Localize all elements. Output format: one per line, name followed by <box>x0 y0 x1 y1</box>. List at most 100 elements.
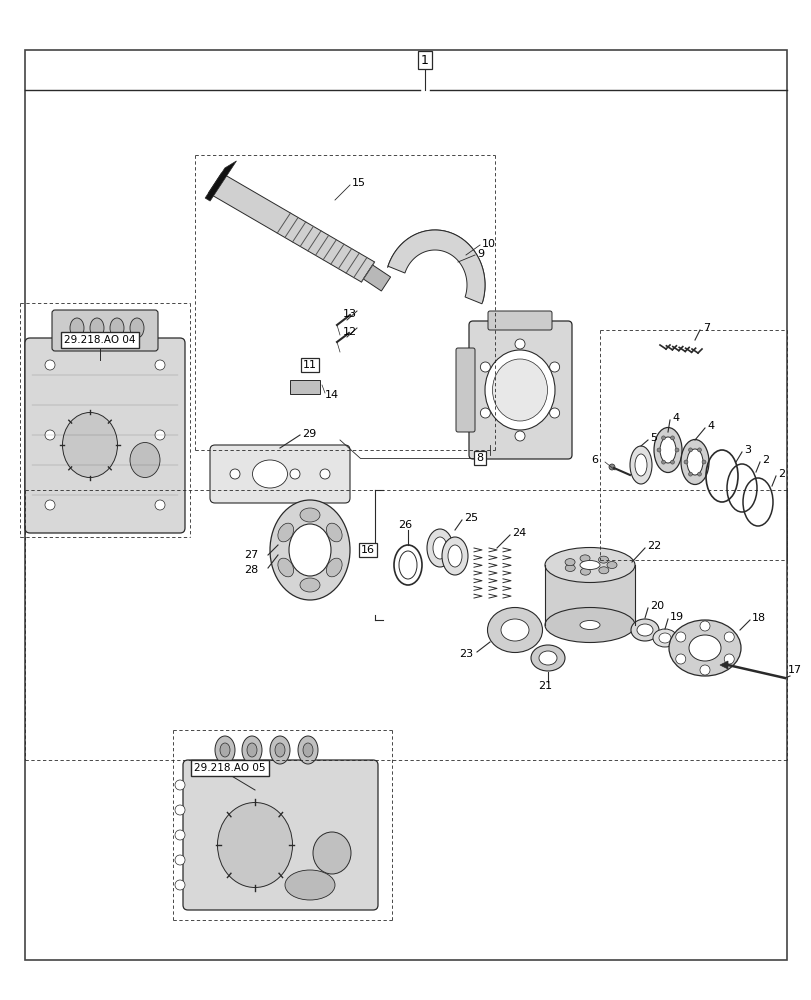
Text: 5: 5 <box>649 433 656 443</box>
Ellipse shape <box>398 551 417 579</box>
Ellipse shape <box>303 743 312 757</box>
Ellipse shape <box>598 556 607 563</box>
Text: 25: 25 <box>463 513 478 523</box>
Circle shape <box>175 855 185 865</box>
Ellipse shape <box>326 523 341 542</box>
Circle shape <box>260 469 270 479</box>
Ellipse shape <box>298 736 318 764</box>
Ellipse shape <box>285 870 335 900</box>
Ellipse shape <box>579 560 599 570</box>
Circle shape <box>549 362 559 372</box>
Ellipse shape <box>634 454 646 476</box>
Ellipse shape <box>90 318 104 338</box>
FancyBboxPatch shape <box>210 445 350 503</box>
Ellipse shape <box>680 440 708 485</box>
Circle shape <box>656 448 660 452</box>
Text: 4: 4 <box>706 421 713 431</box>
Ellipse shape <box>247 743 257 757</box>
Circle shape <box>670 460 674 464</box>
Circle shape <box>675 632 685 642</box>
Ellipse shape <box>598 567 608 574</box>
Circle shape <box>723 632 733 642</box>
Ellipse shape <box>130 442 160 478</box>
Polygon shape <box>388 230 484 304</box>
Ellipse shape <box>312 832 350 874</box>
Text: 15: 15 <box>351 178 366 188</box>
Text: 10: 10 <box>482 239 496 249</box>
Circle shape <box>480 408 490 418</box>
Text: 22: 22 <box>646 541 660 551</box>
Polygon shape <box>719 661 727 669</box>
Ellipse shape <box>220 743 230 757</box>
Ellipse shape <box>242 736 262 764</box>
Text: 29: 29 <box>302 429 315 439</box>
Ellipse shape <box>252 460 287 488</box>
Circle shape <box>549 408 559 418</box>
Circle shape <box>155 500 165 510</box>
Ellipse shape <box>539 651 556 665</box>
Circle shape <box>514 339 525 349</box>
Circle shape <box>723 654 733 664</box>
FancyBboxPatch shape <box>469 321 571 459</box>
Circle shape <box>661 436 665 440</box>
Text: 16: 16 <box>361 545 375 555</box>
Ellipse shape <box>492 359 547 421</box>
Ellipse shape <box>484 350 554 430</box>
Ellipse shape <box>299 578 320 592</box>
Ellipse shape <box>668 620 740 676</box>
Ellipse shape <box>579 555 590 562</box>
Circle shape <box>699 665 709 675</box>
Ellipse shape <box>62 412 118 478</box>
Text: 18: 18 <box>751 613 766 623</box>
Polygon shape <box>208 173 374 282</box>
Circle shape <box>155 430 165 440</box>
Circle shape <box>697 448 701 452</box>
Ellipse shape <box>579 620 599 630</box>
Circle shape <box>514 431 525 441</box>
Ellipse shape <box>277 558 294 577</box>
Ellipse shape <box>270 736 290 764</box>
Ellipse shape <box>544 607 634 643</box>
Text: 28: 28 <box>243 565 258 575</box>
Circle shape <box>230 469 240 479</box>
Text: 29.218.AO 04: 29.218.AO 04 <box>64 335 135 345</box>
FancyBboxPatch shape <box>25 338 185 533</box>
Text: 29.218.AO 05: 29.218.AO 05 <box>194 763 265 773</box>
Polygon shape <box>363 265 390 291</box>
Circle shape <box>688 448 692 452</box>
Circle shape <box>688 472 692 476</box>
Text: 7: 7 <box>702 323 710 333</box>
Ellipse shape <box>109 318 124 338</box>
Text: 4: 4 <box>672 413 678 423</box>
Ellipse shape <box>500 619 528 641</box>
Ellipse shape <box>689 635 720 661</box>
Ellipse shape <box>130 318 144 338</box>
Bar <box>544 565 634 625</box>
Text: 14: 14 <box>324 390 339 400</box>
Ellipse shape <box>326 558 341 577</box>
Ellipse shape <box>564 564 574 571</box>
Text: 17: 17 <box>787 665 801 675</box>
Ellipse shape <box>289 524 331 576</box>
Circle shape <box>45 500 55 510</box>
Ellipse shape <box>487 607 542 652</box>
Circle shape <box>697 472 701 476</box>
Text: 2: 2 <box>761 455 768 465</box>
Text: 2: 2 <box>777 469 784 479</box>
Ellipse shape <box>299 508 320 522</box>
Circle shape <box>45 430 55 440</box>
Ellipse shape <box>441 537 467 575</box>
Circle shape <box>670 436 674 440</box>
Circle shape <box>674 448 678 452</box>
Circle shape <box>45 360 55 370</box>
Ellipse shape <box>580 568 590 575</box>
Circle shape <box>683 460 687 464</box>
Text: 19: 19 <box>669 612 684 622</box>
Ellipse shape <box>659 437 676 463</box>
Bar <box>290 380 320 394</box>
Ellipse shape <box>564 559 574 566</box>
Ellipse shape <box>659 633 670 643</box>
Text: 6: 6 <box>590 455 597 465</box>
Text: 21: 21 <box>537 681 551 691</box>
Text: 26: 26 <box>397 520 411 530</box>
